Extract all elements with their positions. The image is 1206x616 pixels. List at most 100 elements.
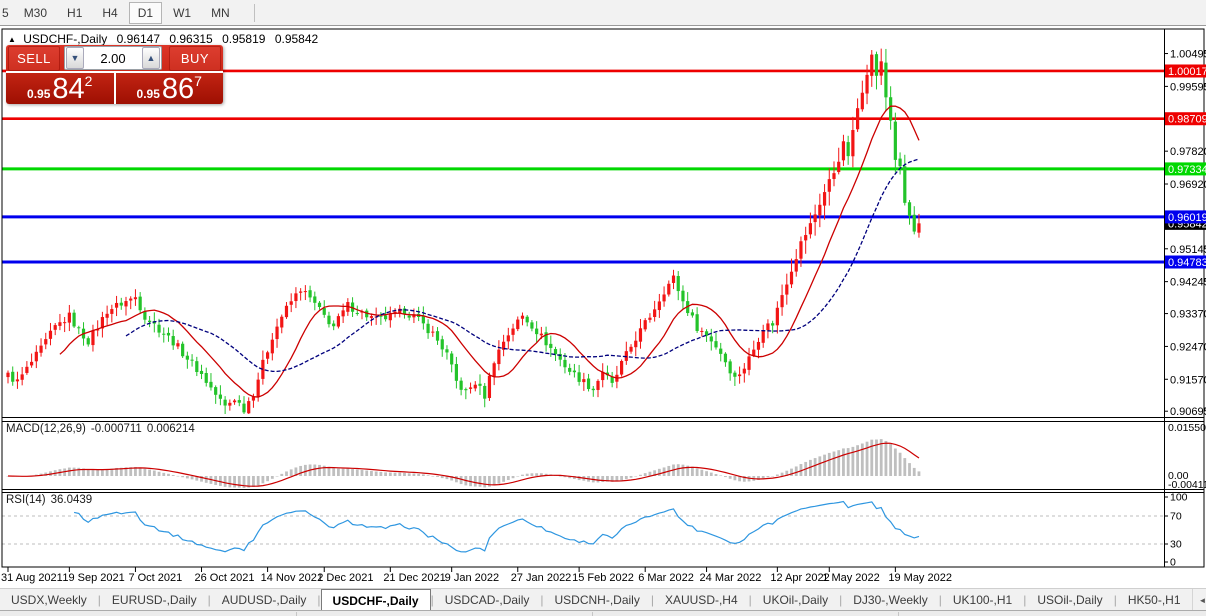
ohlc-low: 0.95819 <box>222 32 266 46</box>
ohlc-high: 0.96315 <box>169 32 213 46</box>
timeframe-button-mn[interactable]: MN <box>211 5 230 20</box>
svg-text:100: 100 <box>1170 492 1188 504</box>
timeframe-toolbar: 5 M30 H1 H4 D1 W1 MN <box>0 0 1206 26</box>
ma-slow-line <box>125 158 920 373</box>
price-axis[interactable]: 1.00495 0.99595 0.97820 0.96920 0.95145 0.942… <box>1164 49 1206 419</box>
price-level-badges: 1.00017 0.98709 0.97334 0.96019 0.94783 <box>1165 64 1206 269</box>
rsi-current-value: 36.0439 <box>50 494 93 506</box>
volume-spinner: ▼ ▲ <box>64 46 162 70</box>
volume-input[interactable] <box>85 49 141 67</box>
svg-text:9 Jan 2022: 9 Jan 2022 <box>445 572 499 584</box>
chart-tab-usdx-weekly[interactable]: USDX,Weekly <box>11 593 87 607</box>
rsi-line <box>73 500 920 553</box>
macd-main-value: -0.000711 <box>90 423 142 435</box>
rsi-name: RSI(14) <box>6 494 46 506</box>
timeframe-button-m30[interactable]: M30 <box>23 5 48 20</box>
chart-tab-uk100-h1[interactable]: UK100-,H1 <box>952 593 1013 607</box>
tab-scroll-buttons: ◄► <box>1191 589 1206 611</box>
down-arrow-icon: ▼ <box>70 52 80 63</box>
chart-symbol-label: USDCHF-,Daily <box>23 32 108 46</box>
sell-price-box[interactable]: 0.95 84 2 <box>6 73 114 104</box>
buy-price-big: 86 <box>161 73 195 104</box>
svg-text:0.94245: 0.94245 <box>1170 277 1206 289</box>
tab-separator: | <box>430 593 434 607</box>
volume-decrease-button[interactable]: ▼ <box>66 47 84 69</box>
chart-frame <box>1 28 1205 568</box>
svg-text:0.91570: 0.91570 <box>1170 374 1206 386</box>
svg-text:1.00495: 1.00495 <box>1170 49 1206 61</box>
tab-separator: | <box>540 593 544 607</box>
ma-fast-line <box>59 105 920 398</box>
svg-text:0.00: 0.00 <box>1168 470 1189 482</box>
svg-text:1 May 2022: 1 May 2022 <box>822 572 879 584</box>
rsi-axis[interactable]: 100 70 30 0 <box>1164 492 1188 569</box>
chart-title: ▲ USDCHF-,Daily 0.96147 0.96315 0.95819 … <box>8 32 318 46</box>
svg-text:0.99595: 0.99595 <box>1170 81 1206 93</box>
svg-text:0.96920: 0.96920 <box>1170 179 1206 191</box>
tab-separator: | <box>938 593 942 607</box>
timeframe-button-d1[interactable]: D1 <box>128 1 163 24</box>
chart-tab-audusd-daily[interactable]: AUDUSD-,Daily <box>221 593 307 607</box>
trade-panel-top-row: SELL ▼ ▲ BUY <box>6 45 223 71</box>
svg-text:0.95145: 0.95145 <box>1170 244 1206 256</box>
tab-separator: | <box>317 593 321 607</box>
svg-text:14 Nov 2021: 14 Nov 2021 <box>261 572 323 584</box>
time-axis[interactable]: 31 Aug 2021 19 Sep 2021 7 Oct 2021 26 Oct 2… <box>1 567 952 584</box>
chart-tab-usdchf-daily[interactable]: USDCHF-,Daily <box>320 589 431 611</box>
svg-text:0.90695: 0.90695 <box>1170 406 1206 418</box>
up-arrow-icon: ▲ <box>146 52 156 63</box>
collapse-panel-icon[interactable]: ▲ <box>8 35 16 44</box>
svg-text:27 Jan 2022: 27 Jan 2022 <box>511 572 572 584</box>
chart-tab-eurusd-daily[interactable]: EURUSD-,Daily <box>111 593 197 607</box>
svg-text:12 Apr 2022: 12 Apr 2022 <box>770 572 829 584</box>
chart-tab-xauusd-h4[interactable]: XAUUSD-,H4 <box>664 593 738 607</box>
svg-text:-0.004118: -0.004118 <box>1168 479 1206 491</box>
svg-text:30: 30 <box>1170 539 1182 551</box>
rsi-label: RSI(14) 36.0439 <box>6 494 97 506</box>
rsi-levels <box>2 515 1164 545</box>
chart-tab-hk50-h1[interactable]: HK50-,H1 <box>1127 593 1181 607</box>
tab-separator: | <box>1113 593 1117 607</box>
tab-separator: | <box>97 593 101 607</box>
svg-text:15 Feb 2022: 15 Feb 2022 <box>572 572 634 584</box>
chart-tab-bar: USDX,Weekly | EURUSD-,Daily | AUDUSD-,Daily |… <box>0 588 1206 611</box>
chart-tab-usoil-daily[interactable]: USOil-,Daily <box>1037 593 1103 607</box>
macd-label: MACD(12,26,9) -0.000711 0.006214 <box>6 423 200 435</box>
timeframe-button-w1[interactable]: W1 <box>173 5 192 20</box>
horizontal-level-lines[interactable] <box>2 69 1164 264</box>
buy-button[interactable]: BUY <box>169 45 221 71</box>
svg-text:0.94783: 0.94783 <box>1168 257 1206 269</box>
svg-text:0.97820: 0.97820 <box>1170 146 1206 158</box>
chart-tab-usdcnh-daily[interactable]: USDCNH-,Daily <box>554 593 640 607</box>
svg-text:0: 0 <box>1170 557 1176 569</box>
buy-price-box[interactable]: 0.95 86 7 <box>115 73 223 104</box>
tab-scroll-left-icon[interactable]: ◄ <box>1198 595 1206 605</box>
timeframe-button-5[interactable]: 5 <box>2 5 9 20</box>
trade-panel-price-row: 0.95 84 2 0.95 86 7 <box>6 71 223 104</box>
svg-text:21 Dec 2021: 21 Dec 2021 <box>383 572 445 584</box>
sell-button[interactable]: SELL <box>8 45 60 71</box>
chart-tab-usdcad-daily[interactable]: USDCAD-,Daily <box>444 593 530 607</box>
svg-text:7 Oct 2021: 7 Oct 2021 <box>128 572 182 584</box>
timeframe-button-h4[interactable]: H4 <box>102 5 118 20</box>
tab-separator: | <box>650 593 654 607</box>
status-bar <box>0 610 1206 616</box>
svg-text:0.97334: 0.97334 <box>1168 164 1206 176</box>
chart-tab-ukoil-daily[interactable]: UKOil-,Daily <box>762 593 829 607</box>
svg-text:0.98709: 0.98709 <box>1168 114 1206 126</box>
buy-price-sup: 7 <box>194 73 202 89</box>
macd-name: MACD(12,26,9) <box>6 423 86 435</box>
macd-axis[interactable]: 0.015504 0.00-0.004118 <box>1168 422 1206 491</box>
macd-histogram <box>6 439 921 488</box>
sell-price-big: 84 <box>52 73 85 104</box>
chart-tab-dj30-weekly[interactable]: DJ30-,Weekly <box>853 593 928 607</box>
volume-increase-button[interactable]: ▲ <box>142 47 160 69</box>
svg-text:0.96019: 0.96019 <box>1168 212 1206 224</box>
timeframe-button-h1[interactable]: H1 <box>67 5 83 20</box>
sell-price-sup: 2 <box>84 73 93 89</box>
svg-text:1.00017: 1.00017 <box>1168 66 1206 78</box>
ohlc-close: 0.95842 <box>274 32 319 46</box>
